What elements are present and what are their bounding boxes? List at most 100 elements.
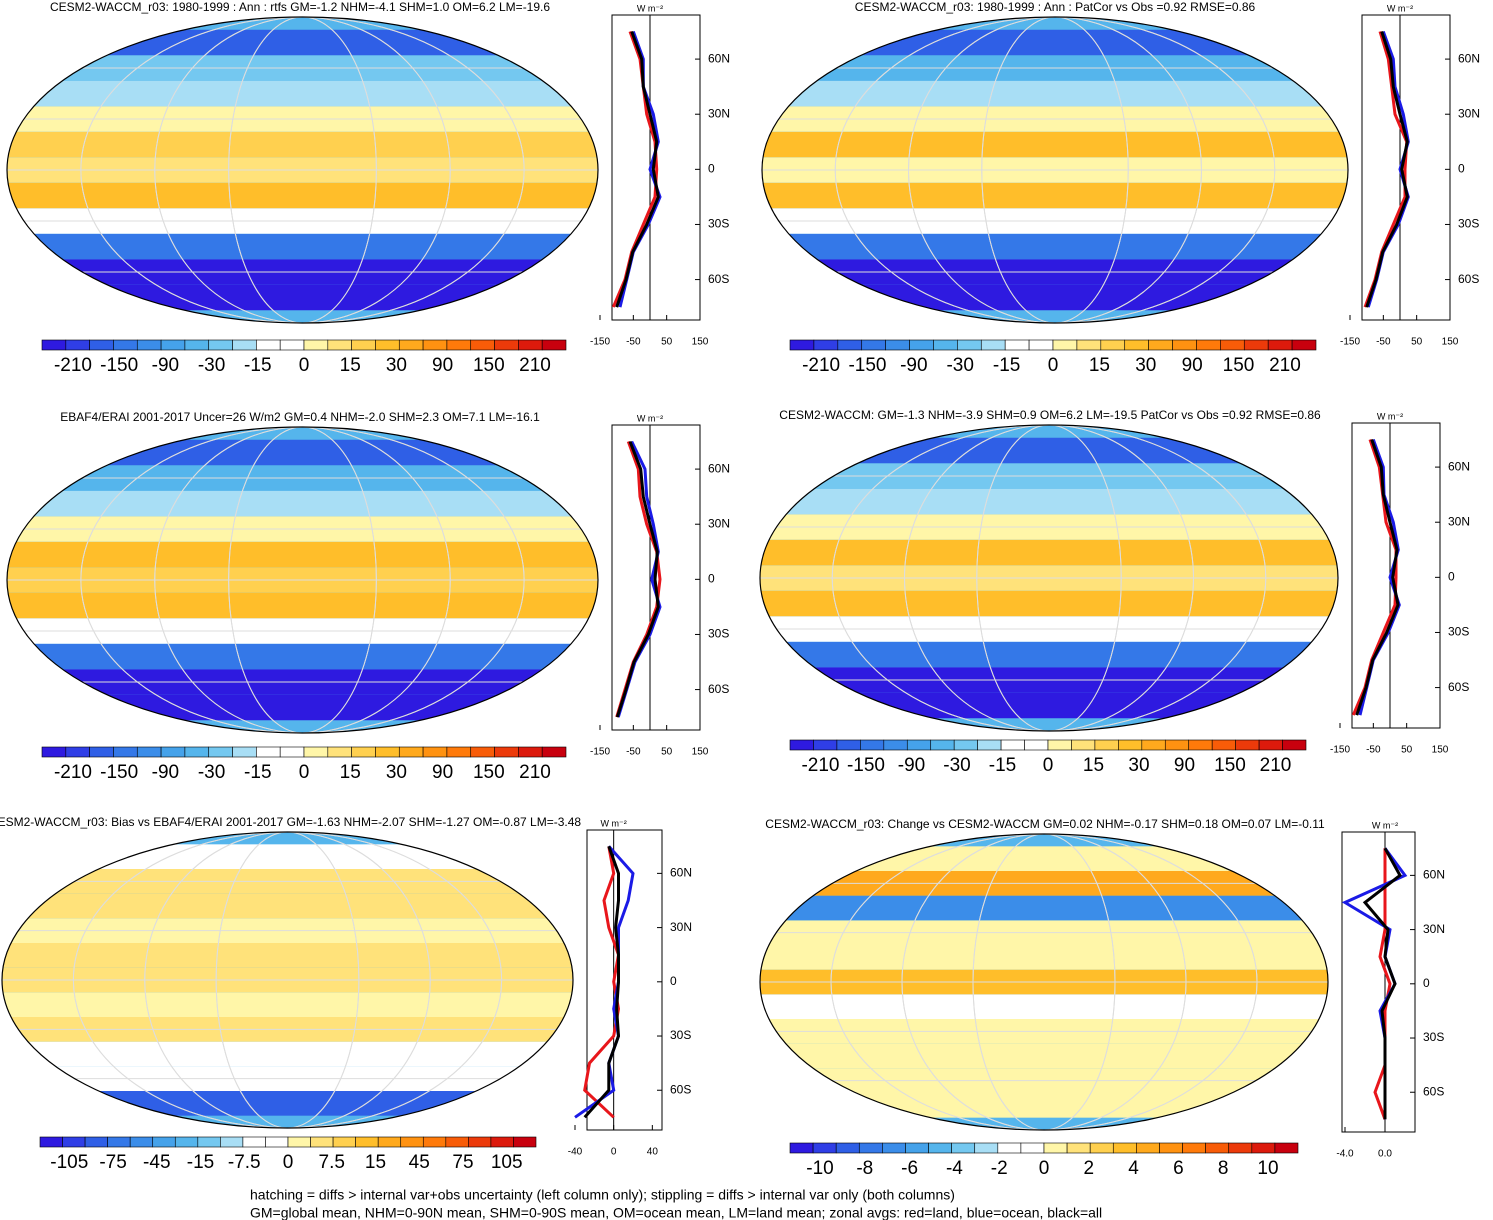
colorbar-box	[789, 739, 814, 751]
colorbar-box	[930, 739, 955, 751]
colorbar-box	[1164, 739, 1190, 751]
colorbar-box	[351, 339, 376, 351]
x-tick-label: -150	[1340, 337, 1360, 348]
colorbar-box	[518, 339, 543, 351]
colorbar-label: 15	[1083, 755, 1104, 776]
colorbar-box	[327, 746, 352, 758]
colorbar-box	[1141, 739, 1166, 751]
colorbar-box	[377, 1136, 402, 1148]
colorbar-box	[242, 1136, 266, 1148]
zonal-line	[615, 30, 660, 308]
colorbar-box	[160, 339, 186, 351]
x-tick-label: 50	[1401, 745, 1413, 756]
graticule	[154, 17, 451, 323]
y-tick-label: 60N	[708, 461, 730, 475]
map-band	[762, 80, 1348, 107]
colorbar-box	[1089, 1142, 1114, 1154]
colorbar-label: 30	[386, 762, 407, 783]
y-tick-label: 30S	[1423, 1030, 1444, 1044]
colorbar-box	[327, 339, 352, 351]
x-tick-label: 150	[1432, 745, 1449, 756]
colorbar-label: -30	[943, 755, 970, 776]
colorbar-box	[951, 1142, 976, 1154]
colorbar-label: 30	[1135, 355, 1156, 376]
colorbar-box	[113, 746, 138, 758]
colorbar-box	[220, 1136, 244, 1148]
colorbar-box	[174, 1136, 199, 1148]
colorbar-box	[1282, 739, 1307, 751]
colorbar-box	[136, 746, 162, 758]
colorbar-box	[541, 339, 567, 351]
colorbar-box	[470, 746, 495, 758]
colorbar-label: 150	[473, 762, 505, 783]
y-tick-label: 60N	[1423, 868, 1445, 882]
map-band	[760, 692, 1338, 719]
zonal-line	[1362, 847, 1402, 1120]
map-band	[7, 592, 598, 619]
colorbar-box	[89, 339, 114, 351]
colorbar-label: -150	[848, 355, 886, 376]
panel-title: EBAF4/ERAI 2001-2017 Uncer=26 W/m2 GM=0.…	[60, 410, 540, 424]
zonal-frame	[611, 424, 701, 731]
colorbar-label: -15	[244, 355, 271, 376]
colorbar-label: 15	[340, 355, 361, 376]
y-tick-label: 60S	[670, 1082, 691, 1096]
colorbar-label: 150	[473, 355, 505, 376]
map-band	[2, 943, 573, 968]
y-tick-label: 0	[708, 572, 715, 586]
y-tick-label: 0	[1423, 976, 1430, 990]
x-tick-label: -50	[1366, 745, 1381, 756]
x-tick-label: -50	[1376, 337, 1391, 348]
map-outline	[6, 426, 599, 734]
map-band	[762, 284, 1348, 311]
colorbar-label: -150	[847, 755, 885, 776]
colorbar-label: -15	[989, 755, 1016, 776]
colorbar-box	[1024, 739, 1049, 751]
colorbar-label: 0	[1043, 755, 1054, 776]
map-band	[762, 29, 1348, 56]
colorbar-label: 15	[365, 1152, 386, 1173]
colorbar-box	[398, 746, 424, 758]
zonal-line	[1365, 31, 1409, 308]
colorbar-label: -10	[806, 1158, 833, 1179]
colorbar-box	[1043, 1142, 1068, 1154]
colorbar-label: 0	[283, 1152, 294, 1173]
map-band	[760, 590, 1338, 617]
colorbar-box	[89, 746, 114, 758]
panel-title: CESM2-WACCM_r03: 1980-1999 : Ann : PatCo…	[855, 0, 1256, 14]
colorbar-box	[287, 1136, 311, 1148]
footer-line: hatching = diffs > internal var+obs unce…	[250, 1187, 955, 1203]
colorbar-box	[906, 739, 932, 751]
colorbar-label: 6	[1173, 1158, 1184, 1179]
map-band	[2, 893, 573, 919]
colorbar-label: -150	[100, 762, 138, 783]
colorbar-box	[1052, 339, 1078, 351]
colorbar-box	[494, 339, 519, 351]
colorbar-box	[41, 339, 67, 351]
y-tick-label: 60N	[1448, 459, 1470, 473]
graticule	[972, 834, 1116, 1130]
colorbar-box	[265, 1136, 289, 1148]
panel-title: CESM2-WACCM: GM=-1.3 NHM=-3.9 SHM=0.9 OM…	[779, 408, 1321, 422]
x-tick-label: 0.0	[1378, 1149, 1392, 1160]
colorbar-box	[1071, 739, 1096, 751]
y-tick-label: 30N	[1423, 922, 1445, 936]
colorbar-box	[1228, 1142, 1253, 1154]
colorbar-label: 75	[452, 1152, 473, 1173]
zonal-units: W m⁻²	[1372, 820, 1398, 830]
colorbar-box	[256, 746, 281, 758]
colorbar-box	[1182, 1142, 1206, 1154]
colorbar-label: -210	[54, 762, 92, 783]
x-tick-label: 50	[661, 337, 673, 348]
colorbar-box	[303, 339, 329, 351]
colorbar-label: -105	[50, 1152, 88, 1173]
y-tick-label: 30S	[1458, 217, 1479, 231]
colorbar-label: 150	[1214, 755, 1246, 776]
graticule	[72, 832, 503, 1128]
colorbar-box	[541, 746, 567, 758]
x-tick-label: 50	[661, 747, 673, 758]
colorbar-box	[1274, 1142, 1299, 1154]
zonal-line	[583, 845, 621, 1119]
x-tick-label: -40	[568, 1147, 583, 1158]
colorbar-box	[974, 1142, 999, 1154]
